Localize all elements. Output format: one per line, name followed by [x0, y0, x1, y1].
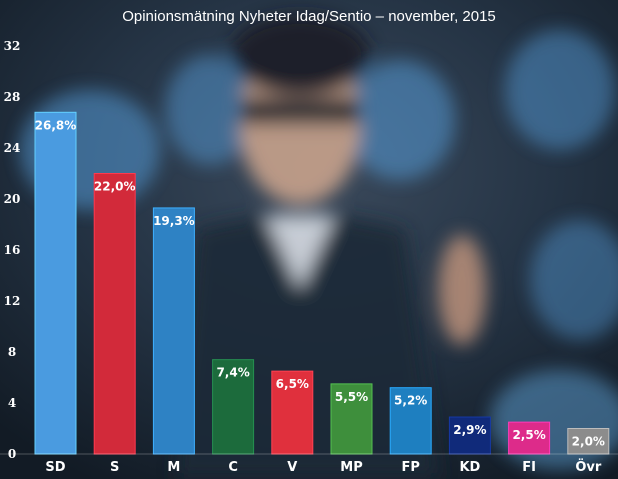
category-label: FI: [522, 460, 536, 475]
category-label: C: [228, 460, 238, 475]
value-label: 5,5%: [335, 390, 368, 404]
value-label: 6,5%: [276, 377, 309, 391]
bar-v: [271, 370, 314, 455]
bar-fp: [389, 387, 432, 455]
bar-sd: [34, 111, 77, 455]
bar-kd: [448, 416, 491, 455]
value-labels: 26,8% 22,0% 19,3% 7,4% 6,5% 5,5% 5,2% 2,9% 2,5% 2…: [35, 118, 605, 448]
category-label: SD: [45, 460, 65, 475]
category-label: MP: [340, 460, 362, 475]
value-label: 7,4%: [216, 366, 249, 380]
category-label: M: [167, 460, 180, 475]
bar-c: [212, 359, 255, 455]
y-tick-label: 16: [4, 243, 21, 257]
value-label: 2,9%: [453, 423, 486, 437]
y-tick-label: 12: [4, 294, 21, 308]
bar-s: [93, 173, 136, 455]
y-tick-label: 32: [4, 39, 21, 53]
bar-m: [152, 207, 195, 455]
y-tick-label: 8: [8, 345, 16, 359]
bar-fi: [508, 421, 551, 455]
category-label: S: [110, 460, 119, 475]
y-tick-label: 28: [4, 90, 21, 104]
value-label: 2,0%: [572, 435, 605, 449]
category-label: Övr: [575, 459, 602, 475]
y-tick-label: 24: [4, 141, 21, 155]
value-label: 5,2%: [394, 394, 427, 408]
category-label: KD: [459, 460, 480, 475]
value-label: 19,3%: [153, 214, 195, 228]
category-label: V: [287, 460, 297, 475]
x-axis-categories: SD S M C V MP FP KD FI Övr: [45, 459, 601, 475]
category-label: FP: [401, 460, 419, 475]
bar-mp: [330, 383, 373, 455]
value-label: 22,0%: [94, 180, 136, 194]
bars: [34, 111, 610, 455]
bar-övr: [567, 428, 610, 455]
value-label: 26,8%: [35, 118, 77, 132]
y-tick-label: 20: [4, 192, 21, 206]
y-tick-label: 0: [8, 447, 16, 461]
value-label: 2,5%: [512, 428, 545, 442]
y-tick-label: 4: [8, 396, 16, 410]
chart-title: Opinionsmätning Nyheter Idag/Sentio – no…: [122, 8, 496, 25]
y-axis: 0 4 8 12 16 20 24 28 32: [4, 39, 21, 461]
